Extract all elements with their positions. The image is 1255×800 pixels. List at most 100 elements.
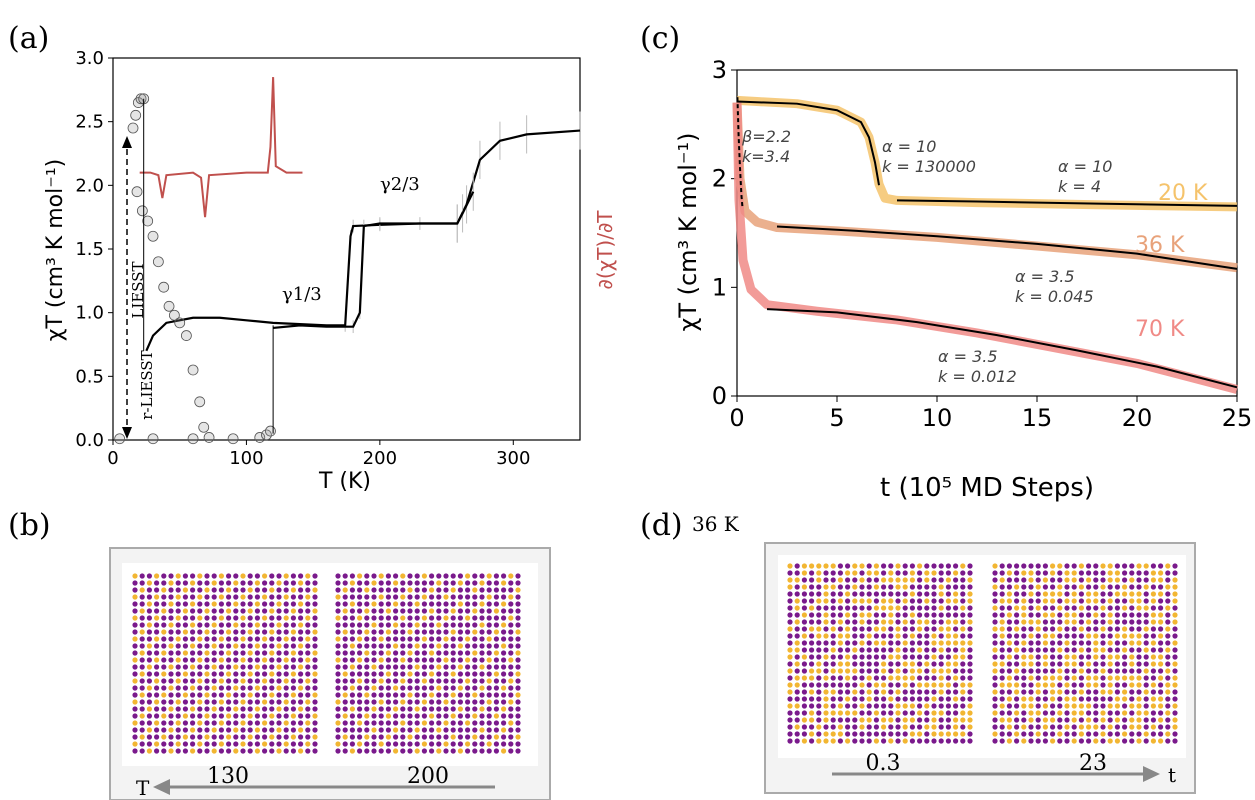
lattice-site [305,643,311,649]
lattice-site [139,587,145,593]
lattice-site [931,724,937,730]
lattice-site [888,598,894,604]
lattice-site [881,647,887,653]
lattice-site [1122,661,1128,667]
lattice-site [414,664,420,670]
lattice-site [1042,591,1048,597]
lattice-site [801,675,808,681]
lattice-site [436,636,442,642]
lattice-site [859,696,865,702]
lattice-site [1006,661,1013,667]
lattice-site [508,573,514,579]
lattice-site [953,661,959,667]
lattice-site [371,636,377,642]
lattice-site [1021,703,1027,709]
lattice-site [1078,689,1084,695]
lattice-site [290,727,296,733]
lattice-site [1100,647,1106,653]
lattice-site [493,601,499,607]
lattice-site [364,671,370,677]
lattice-site [175,692,181,698]
lattice-site [1050,584,1056,590]
chart-a-ytick-label: 3.0 [75,48,104,69]
lattice-site [960,563,966,569]
lattice-site [1129,640,1135,646]
lattice-site [967,633,973,639]
lattice-site [493,629,499,635]
chart-c-xtick-label: 10 [922,404,953,432]
lattice-site [852,675,858,681]
lattice-site [283,629,289,635]
lattice-site [924,717,930,723]
lattice-site [794,584,800,590]
lattice-site [190,650,196,656]
lattice-site [429,594,435,600]
lattice-site [508,664,514,670]
lattice-site [132,580,138,586]
lattice-site [823,640,829,646]
lattice-site [1042,738,1048,744]
lattice-site [895,647,901,653]
lattice-site [816,661,822,667]
lattice-site [945,626,952,632]
lattice-site [837,661,844,667]
lattice-site [1050,640,1056,646]
lattice-site [801,724,808,730]
lattice-site [1086,738,1092,744]
lattice-site [276,678,282,684]
lattice-site [450,741,456,747]
lattice-site [902,584,908,590]
lattice-site [1057,696,1063,702]
lattice-site [809,647,815,653]
lattice-site [276,587,282,593]
lattice-site [443,643,449,649]
lattice-site [501,608,507,614]
lattice-site [385,734,391,740]
lattice-site [139,622,145,628]
lattice-site [801,570,808,576]
lattice-site [895,633,901,639]
lattice-site [240,643,246,649]
lattice-site [290,622,296,628]
lattice-site [909,710,916,716]
lattice-site [371,587,377,593]
lattice-site [290,643,296,649]
lattice-site [283,727,289,733]
lattice-site [154,573,160,579]
lattice-site [945,647,952,653]
lattice-site [508,741,514,747]
lattice-site [298,713,304,719]
lattice-site [342,678,348,684]
lattice-site [1114,640,1120,646]
lattice-site [385,706,391,712]
lattice-site [787,598,793,604]
lattice-site [1136,703,1142,709]
lattice-site [190,699,196,705]
lattice-site [443,601,449,607]
lattice-site [845,591,851,597]
lattice-site [204,727,210,733]
lattice-site [1078,717,1084,723]
lattice-site [917,605,923,611]
lattice-site [1172,668,1178,674]
lattice-site [1172,570,1178,576]
lattice-site [290,657,296,663]
lattice-site [967,668,973,674]
lattice-site [1093,717,1099,723]
lattice-site [450,615,456,621]
lattice-site [845,598,851,604]
lattice-site [269,594,275,600]
lattice-site [182,580,188,586]
lattice-site [1014,619,1020,625]
lattice-site [938,689,944,695]
lattice-site [1086,675,1092,681]
lattice-site [845,682,851,688]
lattice-site [1050,738,1056,744]
lattice-site [859,731,865,737]
lattice-site [247,741,253,747]
lattice-site [262,608,268,614]
fit-fit20a [736,100,880,186]
lattice-site [967,619,973,625]
lattice-site [992,731,998,737]
lattice-site [1172,591,1178,597]
